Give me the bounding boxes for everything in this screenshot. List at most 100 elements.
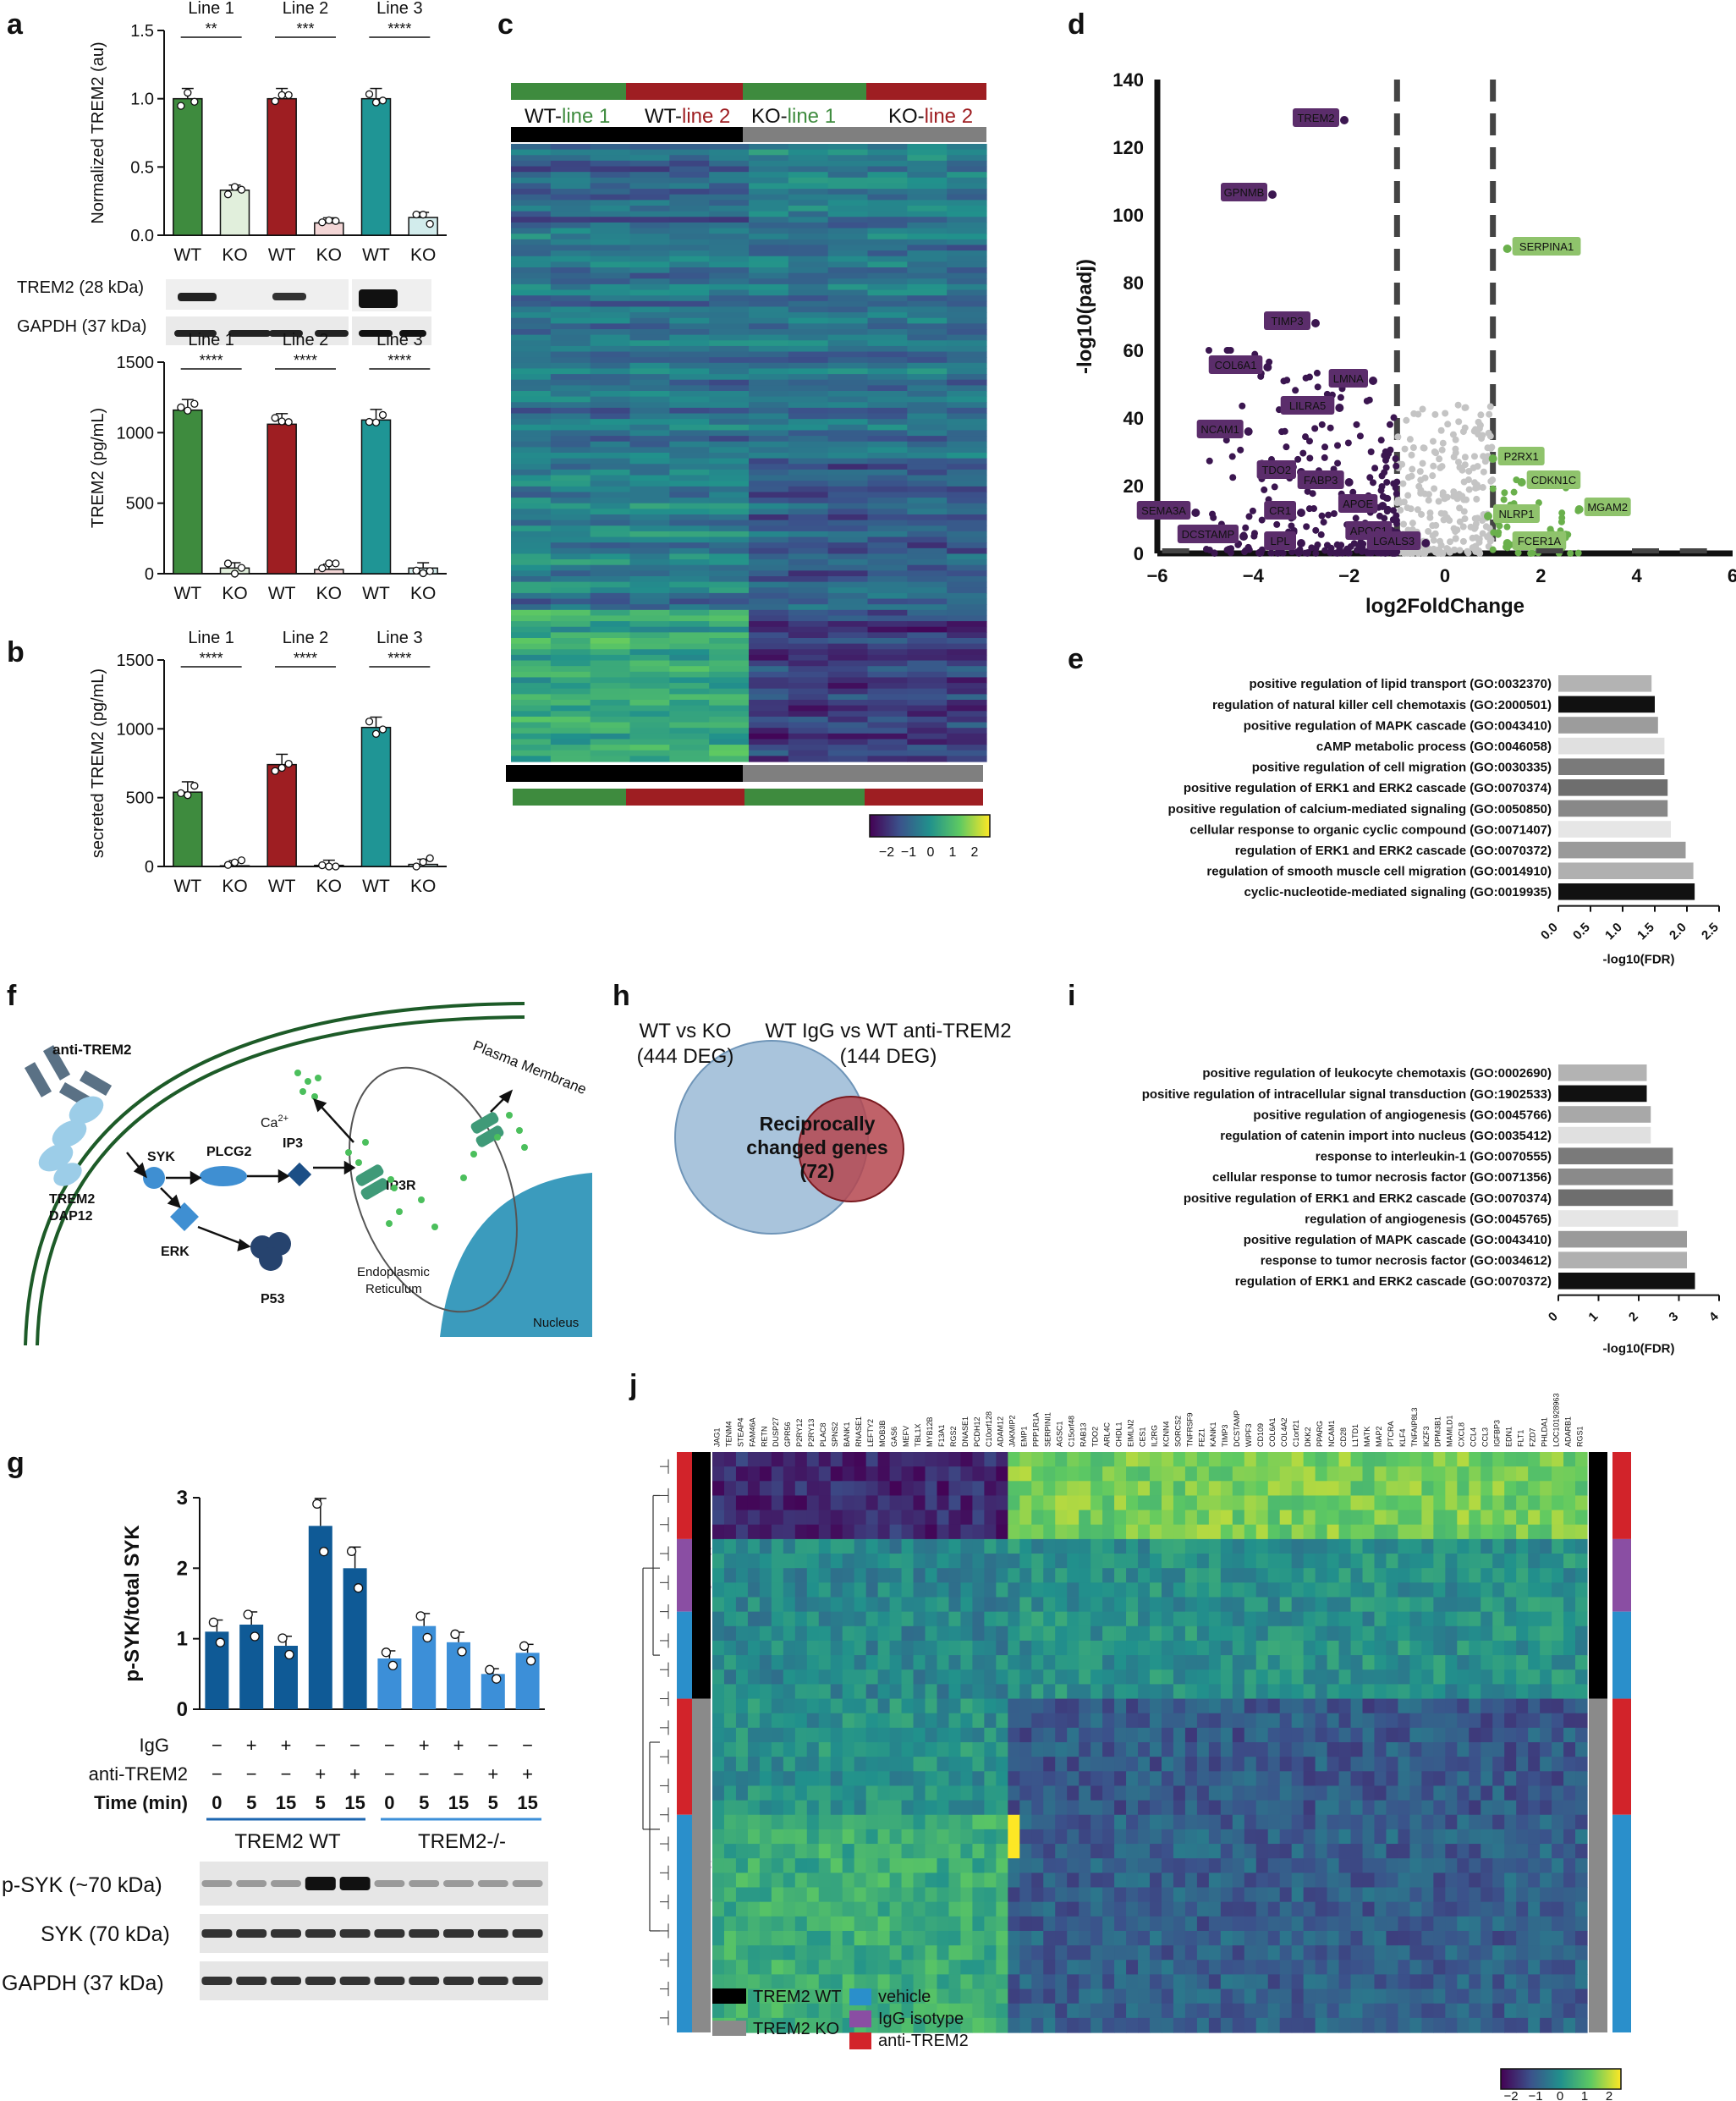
heatmap-cell — [1528, 1554, 1541, 1569]
heatmap-cell — [1019, 1538, 1032, 1554]
go-bar — [1558, 1085, 1647, 1103]
heatmap-cell — [709, 295, 750, 302]
heatmap-cell — [1504, 1858, 1517, 1873]
heatmap-cell — [1267, 1640, 1281, 1656]
heatmap-cell — [907, 683, 948, 690]
heatmap-cell — [550, 570, 591, 577]
er-outline — [349, 1066, 518, 1313]
heatmap-cell — [749, 222, 789, 229]
heatmap-cell — [827, 632, 869, 639]
heatmap-cell — [984, 1901, 997, 1917]
point-ns — [1482, 523, 1490, 531]
heatmap-cell — [1126, 1495, 1139, 1511]
heatmap-cell — [1374, 1844, 1387, 1859]
gene-label: LOC101928963 — [1552, 1393, 1560, 1447]
heatmap-cell — [827, 261, 869, 268]
heatmap-cell — [550, 289, 591, 296]
heatmap-cell — [1161, 1785, 1174, 1801]
heatmap-cell — [550, 340, 591, 347]
heatmap-cell — [759, 1873, 772, 1889]
heatmap-cell — [867, 739, 908, 745]
heatmap-cell — [1374, 1568, 1387, 1583]
heatmap-cell — [960, 1785, 974, 1801]
gene-label: TIMP3 — [1221, 1424, 1229, 1447]
heatmap-cell — [1019, 1568, 1032, 1583]
heatmap-cell — [948, 1466, 962, 1482]
heatmap-cell — [1255, 1611, 1269, 1627]
heatmap-cell — [948, 1873, 962, 1889]
heatmap-cell — [830, 1814, 843, 1830]
heatmap-cell — [907, 643, 948, 650]
plasma-membrane-inner — [36, 1015, 525, 1346]
point-ns — [1477, 411, 1485, 419]
heatmap-cell — [913, 1757, 926, 1772]
heatmap-cell — [1208, 1829, 1222, 1845]
heatmap-cell — [937, 1785, 950, 1801]
heatmap-cell — [1291, 1771, 1305, 1787]
heatmap-cell — [867, 609, 908, 617]
heatmap-cell — [590, 289, 631, 296]
heatmap-cell — [1067, 1887, 1080, 1903]
heatmap-cell — [1409, 1554, 1422, 1569]
heatmap-cell — [1481, 1887, 1493, 1903]
heatmap-cell — [1303, 1655, 1316, 1670]
heatmap-cell — [1008, 1466, 1020, 1482]
heatmap-cell — [1114, 1524, 1127, 1540]
heatmap-cell — [749, 503, 789, 509]
heatmap-cell — [590, 362, 631, 370]
heatmap-cell — [1540, 1582, 1552, 1598]
heatmap-cell — [1350, 1669, 1364, 1685]
sig-stars: **** — [387, 20, 411, 37]
heatmap-cell — [709, 239, 750, 246]
heatmap-cell — [511, 609, 552, 617]
heatmap-cell — [947, 183, 987, 190]
heatmap-cell — [1575, 1858, 1588, 1873]
heatmap-cell — [1196, 1858, 1210, 1873]
heatmap-cell — [1315, 1785, 1328, 1801]
heatmap-cell — [1102, 1655, 1115, 1670]
heatmap-cell — [1150, 1713, 1162, 1729]
heatmap-cell — [590, 272, 631, 279]
heatmap-cell — [947, 283, 987, 291]
heatmap-cell — [1421, 1844, 1434, 1859]
heatmap-cell — [511, 587, 552, 594]
heatmap-cell — [723, 1538, 737, 1554]
heatmap-cell — [1196, 1742, 1210, 1757]
point-down — [1308, 544, 1316, 552]
heatmap-cell — [550, 334, 591, 341]
heatmap-cell — [550, 407, 591, 415]
igg-sign: + — [281, 1735, 292, 1756]
heatmap-cell — [937, 1452, 950, 1467]
heatmap-cell — [1067, 1684, 1080, 1700]
heatmap-cell — [511, 407, 552, 415]
heatmap-cell — [1161, 1554, 1174, 1569]
data-point — [184, 88, 192, 97]
heatmap-cell — [629, 278, 670, 285]
heatmap-cell — [783, 1844, 796, 1859]
heatmap-cell — [948, 1611, 962, 1627]
heatmap-cell — [1043, 1524, 1056, 1540]
heatmap-cell — [1232, 1757, 1245, 1772]
heatmap-cell — [1244, 1727, 1257, 1743]
heatmap-cell — [818, 1771, 832, 1787]
blot-band — [374, 1929, 405, 1938]
heatmap-cell — [1067, 1582, 1080, 1598]
heatmap-cell — [1220, 1814, 1233, 1830]
heatmap-cell — [747, 1684, 761, 1700]
heatmap-cell — [947, 245, 987, 251]
heatmap-cell — [1196, 1554, 1210, 1569]
heatmap-cell — [1350, 1844, 1364, 1859]
gene-label: JAKMIP2 — [1008, 1415, 1017, 1447]
heatmap-cell — [806, 1757, 820, 1772]
heatmap-cell — [1079, 1669, 1091, 1685]
heatmap-cell — [1126, 1452, 1139, 1467]
heatmap-cell — [1161, 1771, 1174, 1787]
heatmap-cell — [1481, 1597, 1493, 1613]
heatmap-cell — [1291, 1655, 1305, 1670]
gene-label-box — [1497, 447, 1545, 465]
heatmap-cell — [1208, 1524, 1222, 1540]
point-ns — [1489, 476, 1497, 484]
heatmap-cell — [1492, 1785, 1505, 1801]
heatmap-cell — [1563, 1481, 1576, 1497]
heatmap-cell — [947, 609, 987, 617]
